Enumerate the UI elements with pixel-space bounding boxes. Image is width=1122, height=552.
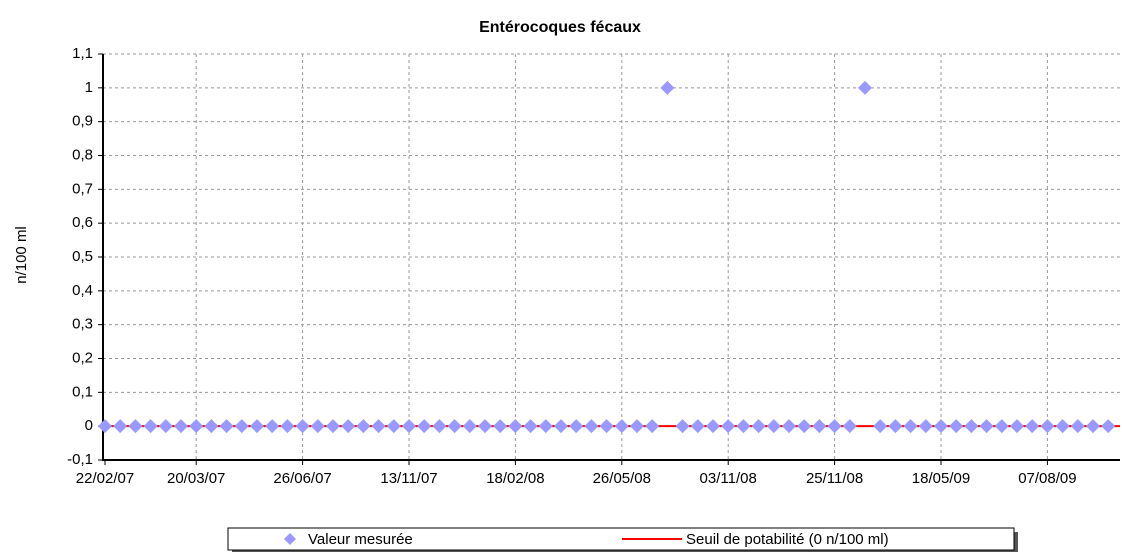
legend-label: Valeur mesurée (308, 531, 413, 548)
data-point (341, 419, 356, 434)
data-point (630, 419, 644, 434)
data-point (569, 419, 584, 434)
data-point (690, 419, 705, 434)
data-point (964, 419, 979, 434)
data-point (599, 419, 614, 434)
data-point (493, 419, 508, 434)
data-point (1010, 419, 1024, 434)
data-point (189, 419, 204, 434)
data-point (417, 419, 432, 434)
x-tick-label: 20/03/07 (167, 470, 225, 487)
y-tick-label: 0,9 (72, 113, 93, 130)
data-point (782, 419, 796, 434)
data-point (842, 419, 857, 434)
x-tick-label: 26/06/07 (273, 470, 331, 487)
data-point (174, 419, 188, 434)
y-tick-label: 0,4 (72, 282, 93, 299)
y-tick-label: 0,8 (72, 146, 93, 163)
legend-label: Seuil de potabilité (0 n/100 ml) (686, 531, 889, 548)
data-point (432, 419, 447, 434)
data-point (645, 419, 660, 434)
data-point (888, 419, 903, 434)
data-point (447, 419, 462, 434)
y-tick-label: 0,1 (72, 383, 93, 400)
y-tick-label: 0,2 (72, 349, 93, 366)
x-tick-label: 25/11/08 (806, 470, 863, 487)
data-point (478, 419, 492, 434)
x-tick-label: 26/05/08 (593, 470, 651, 487)
data-point (1040, 419, 1055, 434)
data-point (873, 419, 888, 434)
x-tick-label: 22/02/07 (76, 470, 134, 487)
data-point (614, 419, 629, 434)
data-point (934, 419, 948, 434)
data-point (402, 419, 416, 434)
y-tick-label: 1,1 (72, 45, 93, 62)
data-point (538, 419, 553, 434)
data-point (250, 419, 264, 434)
data-point (310, 419, 325, 434)
data-point (812, 419, 827, 434)
data-point (371, 419, 386, 434)
data-point (113, 419, 128, 434)
legend-box (227, 527, 1015, 551)
data-point (386, 419, 401, 434)
data-point (508, 419, 523, 434)
data-point (903, 419, 918, 434)
data-point (675, 419, 690, 434)
x-tick-label: 07/08/09 (1018, 470, 1076, 487)
data-point (706, 419, 720, 434)
y-tick-label: 0,6 (72, 214, 93, 231)
data-point (827, 419, 842, 434)
y-axis-label: n/100 ml (13, 226, 30, 284)
y-tick-label: 1 (85, 79, 93, 96)
y-tick-label: -0,1 (67, 451, 93, 468)
data-point (766, 419, 781, 434)
data-point (994, 419, 1009, 434)
data-point (128, 419, 143, 434)
x-tick-label: 18/02/08 (486, 470, 544, 487)
x-tick-label: 18/05/09 (912, 470, 970, 487)
data-point (1086, 419, 1100, 434)
data-point (523, 419, 538, 434)
data-point (143, 419, 158, 434)
data-point (554, 419, 568, 434)
data-point (98, 419, 112, 434)
legend-marker (284, 533, 296, 545)
data-point (234, 419, 249, 434)
data-point (918, 419, 933, 434)
data-point (858, 80, 872, 95)
data-point (1055, 419, 1070, 434)
data-point (295, 419, 310, 434)
x-tick-label: 03/11/08 (700, 470, 757, 487)
y-tick-label: 0,3 (72, 316, 93, 333)
y-tick-label: 0 (85, 417, 93, 434)
data-point (660, 80, 675, 95)
data-point (979, 419, 994, 434)
data-point (462, 419, 477, 434)
x-tick-label: 13/11/07 (380, 470, 437, 487)
data-point (326, 419, 340, 434)
data-point (1025, 419, 1040, 434)
data-point (721, 419, 736, 434)
chart-title: Entérocoques fécaux (479, 19, 641, 36)
data-point (949, 419, 964, 434)
data-point (265, 419, 280, 434)
data-point (204, 419, 219, 434)
y-tick-label: 0,5 (72, 248, 93, 265)
data-point (736, 419, 751, 434)
data-point (751, 419, 766, 434)
data-point (219, 419, 234, 434)
data-point (1101, 419, 1116, 434)
y-tick-label: 0,7 (72, 180, 93, 197)
data-point (158, 419, 173, 434)
data-point (584, 419, 599, 434)
data-point (356, 419, 371, 434)
data-point (280, 419, 295, 434)
data-point (797, 419, 812, 434)
data-point (1070, 419, 1085, 434)
